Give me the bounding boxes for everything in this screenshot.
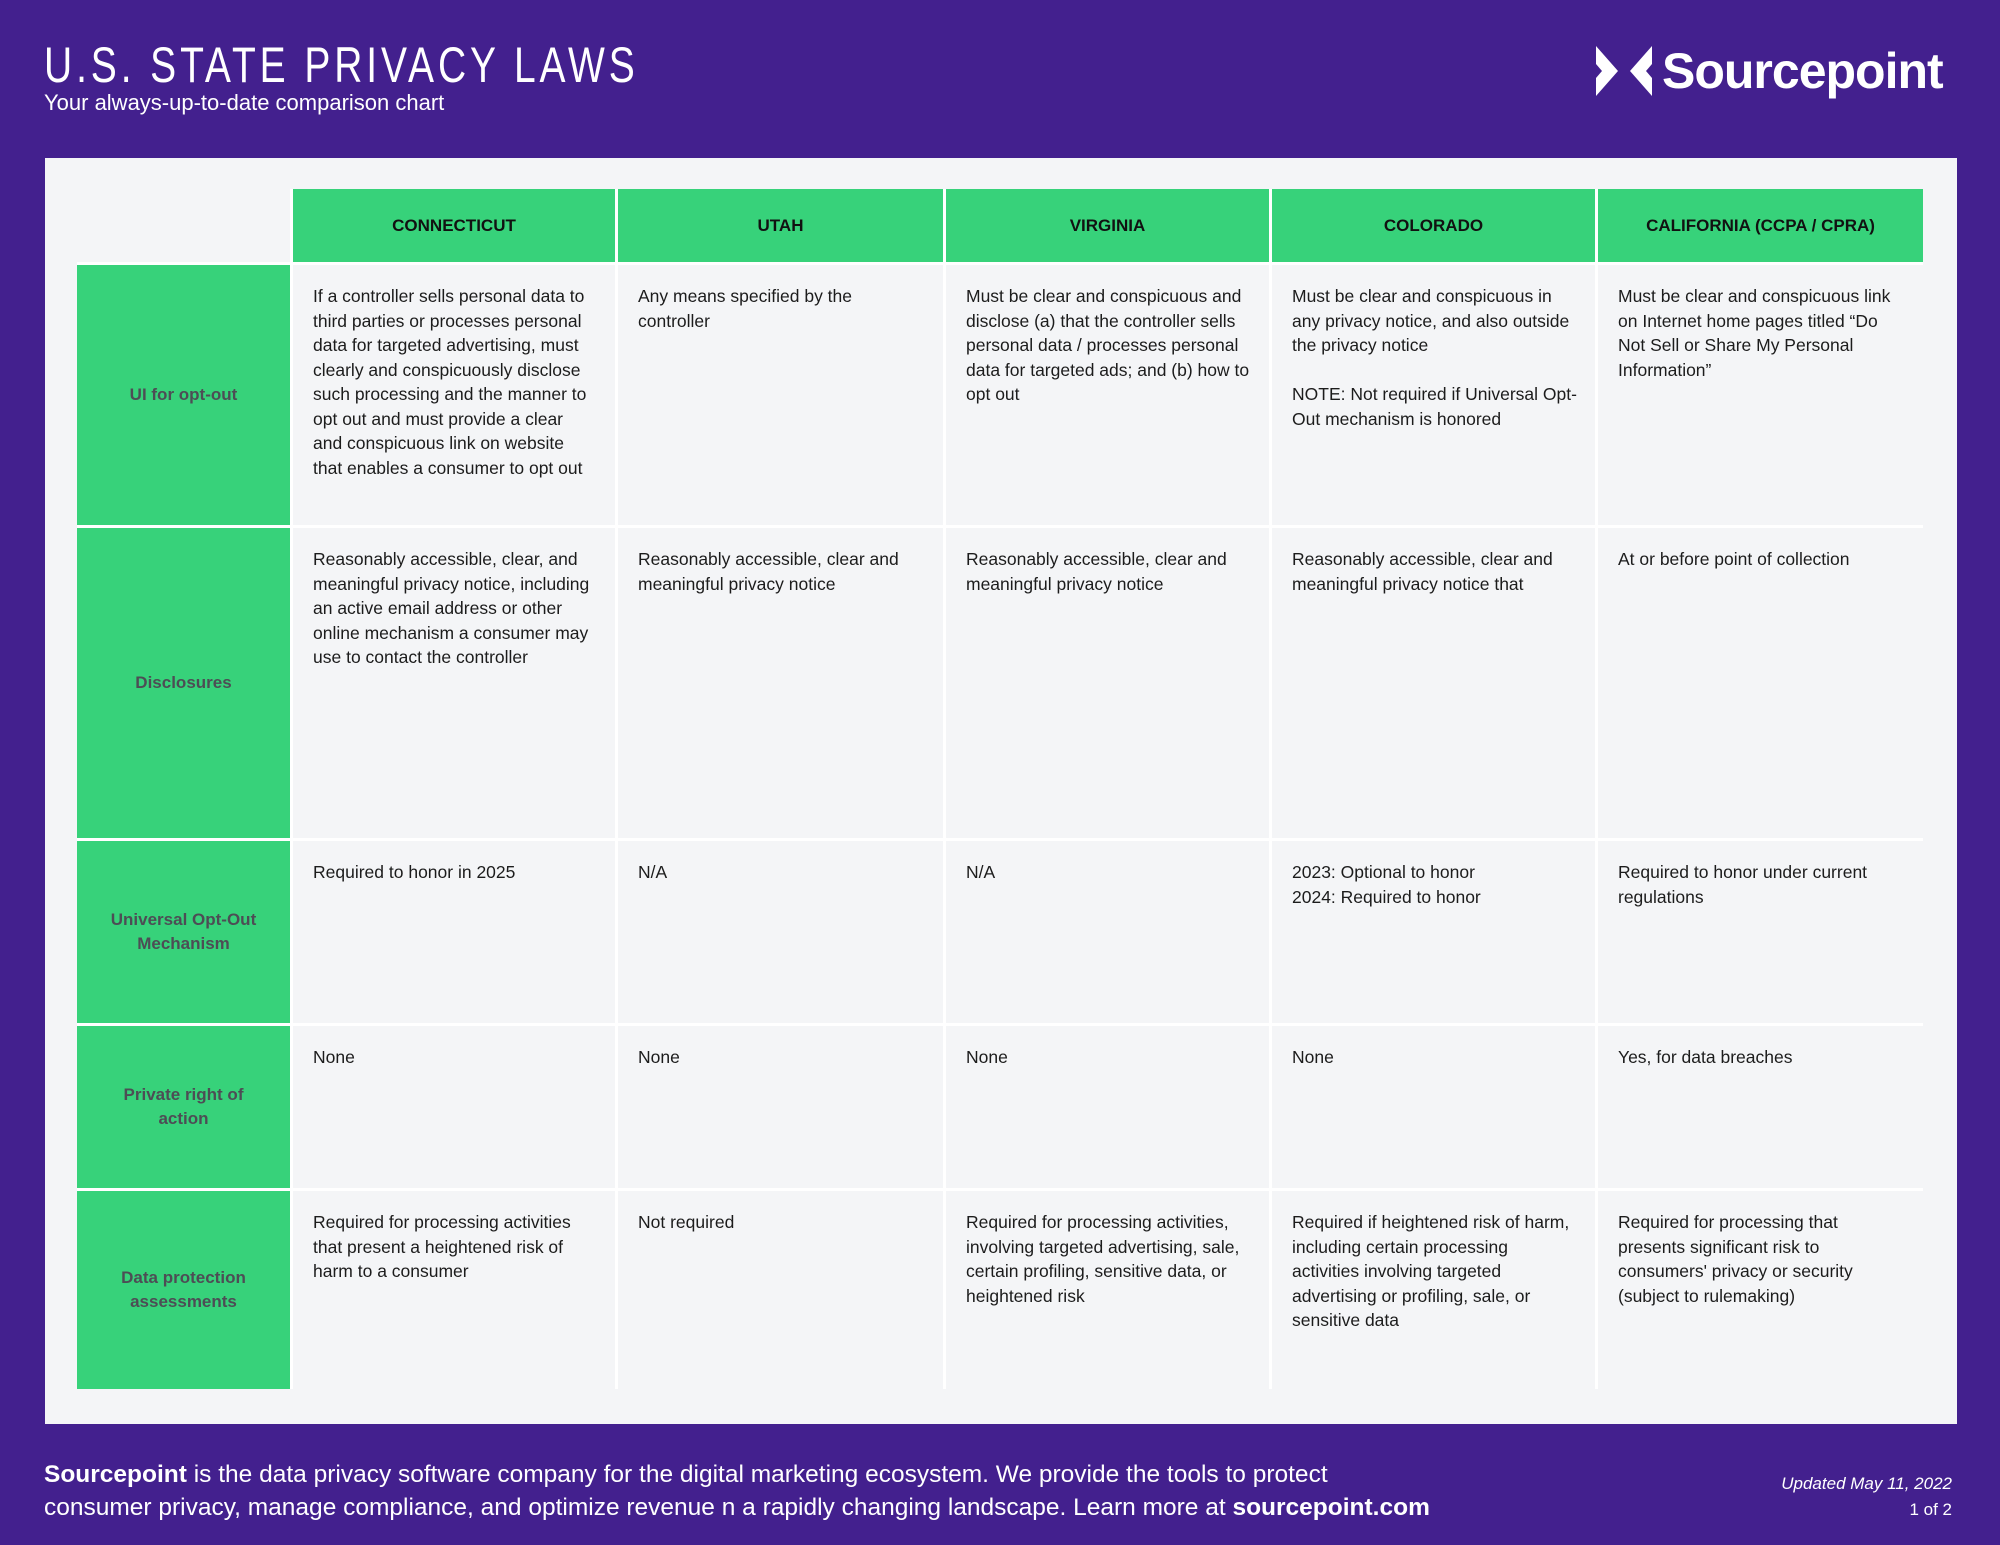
table-cell: Reasonably accessible, clear and meaning… xyxy=(1272,528,1595,838)
table-cell: None xyxy=(618,1026,943,1188)
table-cell: Required for processing activities, invo… xyxy=(946,1191,1269,1389)
table-cell: Must be clear and conspicuous link on In… xyxy=(1598,265,1923,525)
table-cell: Required to honor under current regulati… xyxy=(1598,841,1923,1023)
table-cell: If a controller sells personal data to t… xyxy=(293,265,615,525)
table-cell: Required if heightened risk of harm, inc… xyxy=(1272,1191,1595,1389)
table-corner xyxy=(74,186,290,262)
row-label: Disclosures xyxy=(77,528,290,838)
table-cell: Required to honor in 2025 xyxy=(293,841,615,1023)
footer-brand: Sourcepoint xyxy=(44,1461,187,1488)
logo-text: Sourcepoint xyxy=(1662,43,1944,99)
table-cell: Reasonably accessible, clear and meaning… xyxy=(618,528,943,838)
row-label: Data protection assessments xyxy=(77,1191,290,1389)
table-cell: Yes, for data breaches xyxy=(1598,1026,1923,1188)
sourcepoint-logo: Sourcepoint xyxy=(1596,42,1944,100)
column-header: VIRGINIA xyxy=(946,189,1269,262)
comparison-table: CONNECTICUT UTAH VIRGINIA COLORADO CALIFORNI… xyxy=(74,186,1923,1389)
table-cell: Must be clear and conspicuous and disclo… xyxy=(946,265,1269,525)
table-cell: At or before point of collection xyxy=(1598,528,1923,838)
table-cell: Required for processing activities that … xyxy=(293,1191,615,1389)
sourcepoint-logo-icon xyxy=(1596,46,1652,96)
row-label: Private right of action xyxy=(77,1026,290,1188)
footer-link[interactable]: sourcepoint.com xyxy=(1232,1494,1430,1521)
table-cell: None xyxy=(946,1026,1269,1188)
table-cell: 2023: Optional to honor 2024: Required t… xyxy=(1272,841,1595,1023)
table-cell: Any means specified by the controller xyxy=(618,265,943,525)
column-header: CONNECTICUT xyxy=(293,189,615,262)
row-label: Universal Opt-Out Mechanism xyxy=(77,841,290,1023)
footer-blurb: Sourcepoint is the data privacy software… xyxy=(44,1458,1430,1524)
table-cell: Reasonably accessible, clear and meaning… xyxy=(946,528,1269,838)
page-number: 1 of 2 xyxy=(1909,1500,1952,1519)
table-cell: N/A xyxy=(618,841,943,1023)
table-cell: Required for processing that presents si… xyxy=(1598,1191,1923,1389)
footer-text-1: is the data privacy software company for… xyxy=(186,1461,1328,1488)
table-cell: N/A xyxy=(946,841,1269,1023)
updated-date: Updated May 11, 2022 xyxy=(1781,1474,1952,1493)
column-header: UTAH xyxy=(618,189,943,262)
table-cell: Must be clear and conspicuous in any pri… xyxy=(1272,265,1595,525)
table-cell: Reasonably accessible, clear, and meanin… xyxy=(293,528,615,838)
page-subtitle: Your always-up-to-date comparison chart xyxy=(44,90,445,115)
comparison-card: CONNECTICUT UTAH VIRGINIA COLORADO CALIFORNI… xyxy=(45,158,1957,1424)
table-cell: Not required xyxy=(618,1191,943,1389)
column-header: COLORADO xyxy=(1272,189,1595,262)
footer-text-2: consumer privacy, manage compliance, and… xyxy=(44,1494,1233,1521)
row-label: UI for opt-out xyxy=(77,265,290,525)
table-cell: None xyxy=(1272,1026,1595,1188)
page-title: U.S. STATE PRIVACY LAWS xyxy=(44,37,639,93)
table-cell: None xyxy=(293,1026,615,1188)
column-header: CALIFORNIA (CCPA / CPRA) xyxy=(1598,189,1923,262)
